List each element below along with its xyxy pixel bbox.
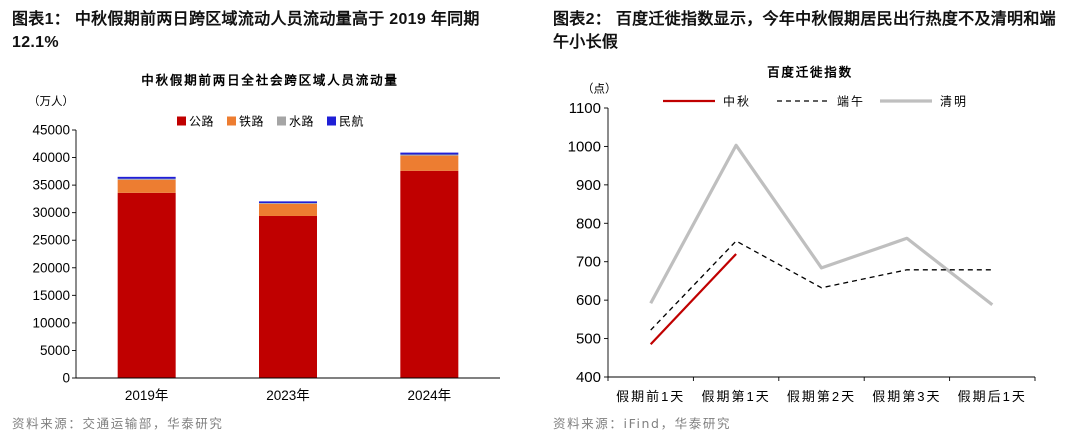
legend-item: 水路: [277, 114, 314, 129]
x-tick-label: 假期第3天: [872, 389, 941, 404]
series-line-0: [649, 253, 737, 346]
y-tick-label: 20000: [32, 260, 70, 275]
bar-segment-0-3: [117, 176, 176, 179]
x-tick-label: 2023年: [266, 388, 310, 403]
y-tick-label: 0: [62, 371, 70, 386]
y-tick-label: 10000: [32, 315, 70, 330]
y-tick-label: 45000: [32, 123, 70, 138]
legend-label: 清明: [940, 95, 968, 109]
y-axis-unit: （点）: [582, 83, 617, 96]
y-tick-label: 600: [576, 292, 601, 309]
legend-label: 公路: [189, 114, 214, 129]
y-tick-label: 25000: [32, 233, 70, 248]
bar-segment-0-2: [117, 178, 176, 180]
y-tick-label: 400: [576, 369, 601, 386]
source-note: 资料来源：交通运输部，华泰研究: [12, 416, 224, 431]
bar-segment-2-2: [400, 154, 459, 156]
bar-segment-2-3: [400, 152, 459, 155]
legend-item: 清明: [880, 95, 968, 109]
bar-segment-2-0: [400, 170, 459, 378]
x-tick-label: 2024年: [408, 388, 452, 403]
y-tick-label: 30000: [32, 205, 70, 220]
legend-label: 民航: [339, 114, 364, 129]
figure-2-title: 图表2： 百度迁徙指数显示，今年中秋假期居民出行热度不及清明和端 午小长假: [553, 8, 1056, 54]
y-tick-label: 800: [576, 215, 601, 232]
x-tick-label: 假期第1天: [701, 389, 770, 404]
bar-segment-0-0: [117, 192, 176, 378]
bar-segment-1-1: [259, 203, 317, 216]
legend-label: 中秋: [723, 94, 751, 109]
bar-segment-2-1: [400, 155, 459, 171]
legend-item: 铁路: [227, 114, 264, 129]
figure-title-line: 图表1： 中秋假期前两日跨区域流动人员流动量高于 2019 年同期: [12, 11, 480, 28]
x-tick-label: 假期第2天: [787, 389, 856, 404]
legend-label: 端午: [837, 95, 865, 109]
y-tick-label: 700: [576, 254, 601, 271]
y-tick-label: 900: [576, 177, 601, 194]
chart-title: 百度迁徙指数: [767, 65, 853, 80]
legend-swatch: [277, 116, 286, 126]
x-tick-label: 2019年: [125, 388, 169, 403]
source-note: 资料来源：iFind，华泰研究: [553, 416, 732, 431]
legend-swatch: [177, 116, 186, 126]
y-tick-label: 35000: [32, 178, 70, 193]
x-tick-label: 假期前1天: [616, 389, 685, 404]
legend-label: 铁路: [239, 114, 264, 129]
bar-segment-0-1: [117, 179, 176, 193]
bar-segment-1-0: [259, 215, 317, 378]
legend-item: 公路: [177, 114, 214, 129]
legend-swatch: [227, 116, 236, 126]
y-axis-unit: （万人）: [28, 95, 74, 108]
y-tick-label: 15000: [32, 288, 70, 303]
chart-right-line: 百度迁徙指数 （点） 中秋 端午 清明 400 500 600 700 800 900 1000 110…: [568, 65, 1036, 404]
bar-segment-1-2: [259, 203, 317, 204]
y-tick-label: 1100: [569, 100, 601, 117]
series-line-2: [649, 143, 994, 307]
legend-swatch: [327, 116, 336, 126]
legend-label: 水路: [289, 114, 314, 129]
legend-item: 端午: [777, 95, 865, 109]
figure-title-line: 12.1%: [12, 34, 59, 51]
bar-segment-1-3: [259, 201, 317, 204]
y-tick-label: 5000: [40, 343, 70, 358]
figure-title-line: 午小长假: [553, 34, 619, 51]
figure-1-title: 图表1： 中秋假期前两日跨区域流动人员流动量高于 2019 年同期 12.1%: [12, 8, 480, 54]
series-line-1: [650, 240, 993, 331]
legend-item: 中秋: [663, 94, 751, 109]
x-tick-label: 假期后1天: [958, 389, 1027, 404]
y-tick-label: 1000: [568, 138, 601, 155]
figure-title-line: 图表2： 百度迁徙指数显示，今年中秋假期居民出行热度不及清明和端: [553, 11, 1056, 28]
y-tick-label: 40000: [32, 150, 70, 165]
legend-item: 民航: [327, 114, 364, 129]
y-tick-label: 500: [576, 331, 601, 348]
chart-left-stacked-bar: 中秋假期前两日全社会跨区域人员流动量 （万人） 公路 铁路 水路 民航 0 5000 10000…: [28, 73, 500, 403]
chart-title: 中秋假期前两日全社会跨区域人员流动量: [141, 73, 398, 88]
